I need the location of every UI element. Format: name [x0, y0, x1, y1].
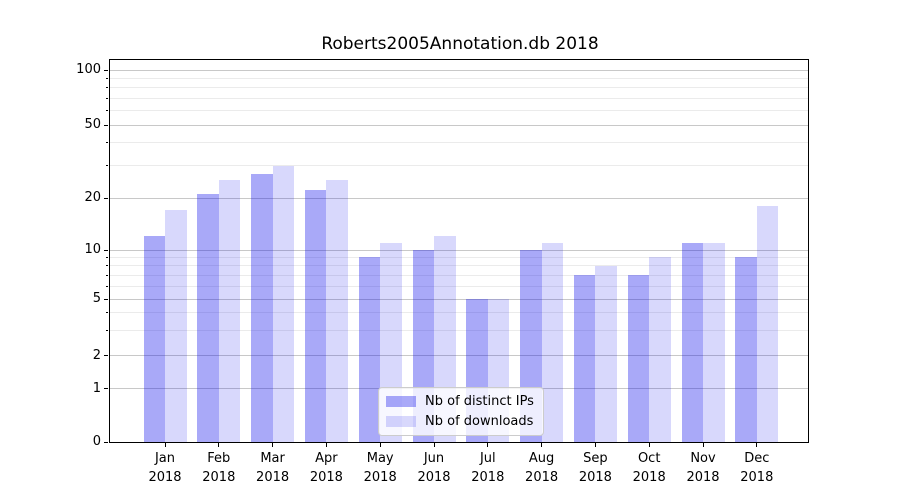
y-tick-20 — [104, 197, 108, 199]
y-tick-0 — [104, 441, 108, 443]
y-minortick-3 — [106, 329, 108, 331]
gridline-minor-6 — [110, 285, 808, 287]
gridline-minor-4 — [110, 312, 808, 314]
x-tick-dec — [756, 443, 758, 447]
y-tick-1 — [104, 388, 108, 389]
bar-downloads-sep — [595, 265, 617, 442]
x-tick-label-jul: Jul 2018 — [471, 451, 505, 485]
y-minortick-30 — [106, 165, 108, 167]
gridline-minor-7 — [110, 274, 808, 276]
bar-downloads-dec — [756, 205, 779, 442]
y-tick-label-100: 100 — [76, 62, 101, 77]
gridline-major-20 — [110, 197, 808, 199]
bar-downloads-apr — [326, 180, 348, 442]
y-minortick-80 — [106, 87, 108, 89]
plot-area: Nb of distinct IPs Nb of downloads — [109, 59, 809, 443]
gridline-minor-9 — [110, 256, 808, 258]
bar-distinct-ips-sep — [573, 275, 596, 442]
y-tick-label-5: 5 — [92, 291, 101, 306]
x-tick-label-aug: Aug 2018 — [525, 451, 559, 485]
chart-title: Roberts2005Annotation.db 2018 — [321, 34, 599, 54]
gridline-minor-90 — [110, 77, 808, 79]
bar-downloads-nov — [703, 242, 725, 442]
bar-downloads-oct — [649, 257, 671, 442]
x-tick-jun — [433, 443, 435, 447]
gridline-minor-30 — [110, 165, 808, 167]
legend-label-distinct-ips: Nb of distinct IPs — [425, 393, 534, 409]
x-tick-label-feb: Feb 2018 — [202, 451, 236, 485]
x-tick-label-mar: Mar 2018 — [256, 451, 290, 485]
y-minortick-9 — [106, 256, 108, 258]
y-tick-10 — [104, 249, 108, 251]
x-tick-sep — [594, 443, 596, 447]
y-tick-label-1: 1 — [92, 380, 101, 396]
x-tick-mar — [272, 443, 274, 447]
y-tick-label-0: 0 — [92, 434, 101, 449]
legend-entry-downloads: Nb of downloads — [386, 414, 535, 430]
x-tick-jan — [164, 443, 166, 447]
x-tick-label-jun: Jun 2018 — [417, 451, 451, 485]
legend-swatch-distinct-ips — [386, 396, 416, 407]
bar-downloads-jan — [165, 210, 187, 442]
y-tick-50 — [104, 124, 108, 126]
gridline-minor-8 — [110, 265, 808, 267]
gridline-major-2 — [110, 355, 808, 356]
x-tick-may — [379, 443, 381, 447]
x-tick-label-sep: Sep 2018 — [578, 451, 612, 485]
bar-distinct-ips-dec — [735, 257, 757, 442]
y-tick-label-50: 50 — [84, 117, 101, 132]
x-tick-label-may: May 2018 — [363, 451, 397, 485]
gridline-minor-60 — [110, 110, 808, 112]
x-tick-aug — [541, 443, 543, 447]
y-minortick-6 — [106, 285, 108, 287]
gridline-major-100 — [110, 69, 808, 71]
gridline-major-5 — [110, 298, 808, 300]
y-tick-2 — [104, 355, 108, 356]
bar-distinct-ips-may — [358, 257, 381, 442]
gridline-minor-80 — [110, 87, 808, 89]
bar-downloads-mar — [272, 165, 295, 442]
bar-downloads-feb — [218, 180, 241, 442]
legend-label-downloads: Nb of downloads — [425, 413, 534, 429]
gridline-minor-3 — [110, 329, 808, 331]
legend-entry-distinct-ips: Nb of distinct IPs — [386, 394, 535, 410]
bar-distinct-ips-mar — [251, 174, 273, 442]
x-tick-label-nov: Nov 2018 — [686, 451, 720, 485]
x-tick-label-dec: Dec 2018 — [740, 451, 774, 485]
gridline-major-10 — [110, 249, 808, 251]
y-minortick-7 — [106, 274, 108, 276]
x-tick-label-oct: Oct 2018 — [632, 451, 666, 485]
y-minortick-8 — [106, 265, 108, 267]
gridline-minor-70 — [110, 97, 808, 99]
y-tick-100 — [104, 69, 108, 71]
y-minortick-4 — [106, 312, 108, 314]
bar-distinct-ips-feb — [197, 194, 219, 442]
x-tick-oct — [648, 443, 650, 447]
y-tick-label-20: 20 — [84, 190, 101, 205]
bar-downloads-aug — [541, 242, 564, 442]
bar-distinct-ips-oct — [627, 275, 650, 442]
legend-swatch-downloads — [386, 416, 416, 427]
x-tick-apr — [325, 443, 327, 447]
y-tick-label-10: 10 — [84, 242, 101, 257]
x-tick-jul — [487, 443, 489, 447]
bar-distinct-ips-jan — [143, 236, 165, 442]
y-minortick-60 — [106, 110, 108, 112]
y-minortick-90 — [106, 77, 108, 79]
gridline-minor-40 — [110, 142, 808, 144]
y-tick-label-2: 2 — [92, 347, 101, 363]
y-tick-5 — [104, 298, 108, 300]
y-minortick-70 — [106, 97, 108, 99]
legend: Nb of distinct IPs Nb of downloads — [378, 387, 544, 436]
bar-distinct-ips-apr — [304, 190, 327, 442]
y-minortick-40 — [106, 142, 108, 144]
x-tick-nov — [702, 443, 704, 447]
x-tick-feb — [218, 443, 220, 447]
gridline-major-50 — [110, 124, 808, 126]
bar-distinct-ips-nov — [681, 242, 703, 442]
x-tick-label-jan: Jan 2018 — [148, 451, 182, 485]
x-tick-label-apr: Apr 2018 — [309, 451, 343, 485]
